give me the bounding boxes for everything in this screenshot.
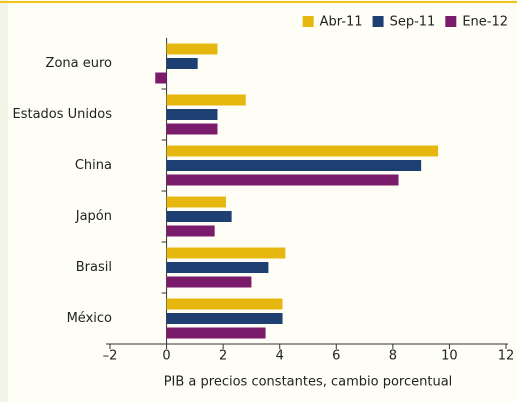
x-tick-label: 8 (389, 349, 397, 364)
bar (166, 313, 283, 324)
x-tick-label: –2 (103, 349, 118, 364)
y-tick-label: Brasil (76, 260, 112, 275)
legend-label: Abr-11 (320, 15, 363, 30)
bar (166, 196, 226, 208)
y-tick-label: Japón (75, 209, 112, 224)
bar (166, 327, 266, 339)
bar (166, 247, 286, 259)
bar (166, 109, 218, 120)
bar (166, 174, 399, 186)
bar (166, 298, 283, 310)
bar (166, 225, 215, 237)
bar (166, 211, 232, 222)
x-axis-label: PIB a precios constantes, cambio porcent… (164, 375, 453, 390)
x-tick-label: 6 (332, 349, 340, 364)
x-tick-label: 2 (219, 349, 227, 364)
legend-swatch (372, 16, 384, 27)
legend-label: Ene-12 (462, 15, 508, 30)
x-tick-label: 12 (498, 349, 515, 364)
x-tick-label: 10 (441, 349, 458, 364)
bar (155, 72, 167, 84)
bar (166, 123, 218, 135)
bar (166, 58, 198, 69)
x-tick-label: 0 (162, 349, 170, 364)
bar (166, 276, 252, 288)
legend-swatch (445, 16, 457, 27)
bar (166, 145, 439, 157)
x-tick-label: 4 (276, 349, 284, 364)
y-tick-label: Zona euro (46, 56, 112, 71)
bar (166, 160, 422, 171)
legend-swatch (302, 16, 314, 27)
y-tick-label: China (75, 158, 112, 173)
y-tick-label: México (67, 311, 112, 326)
legend-label: Sep-11 (390, 15, 436, 30)
bar (166, 262, 269, 273)
y-tick-label: Estados Unidos (12, 107, 112, 122)
bar (166, 94, 246, 106)
side-strip (0, 0, 8, 402)
bar (166, 43, 218, 55)
